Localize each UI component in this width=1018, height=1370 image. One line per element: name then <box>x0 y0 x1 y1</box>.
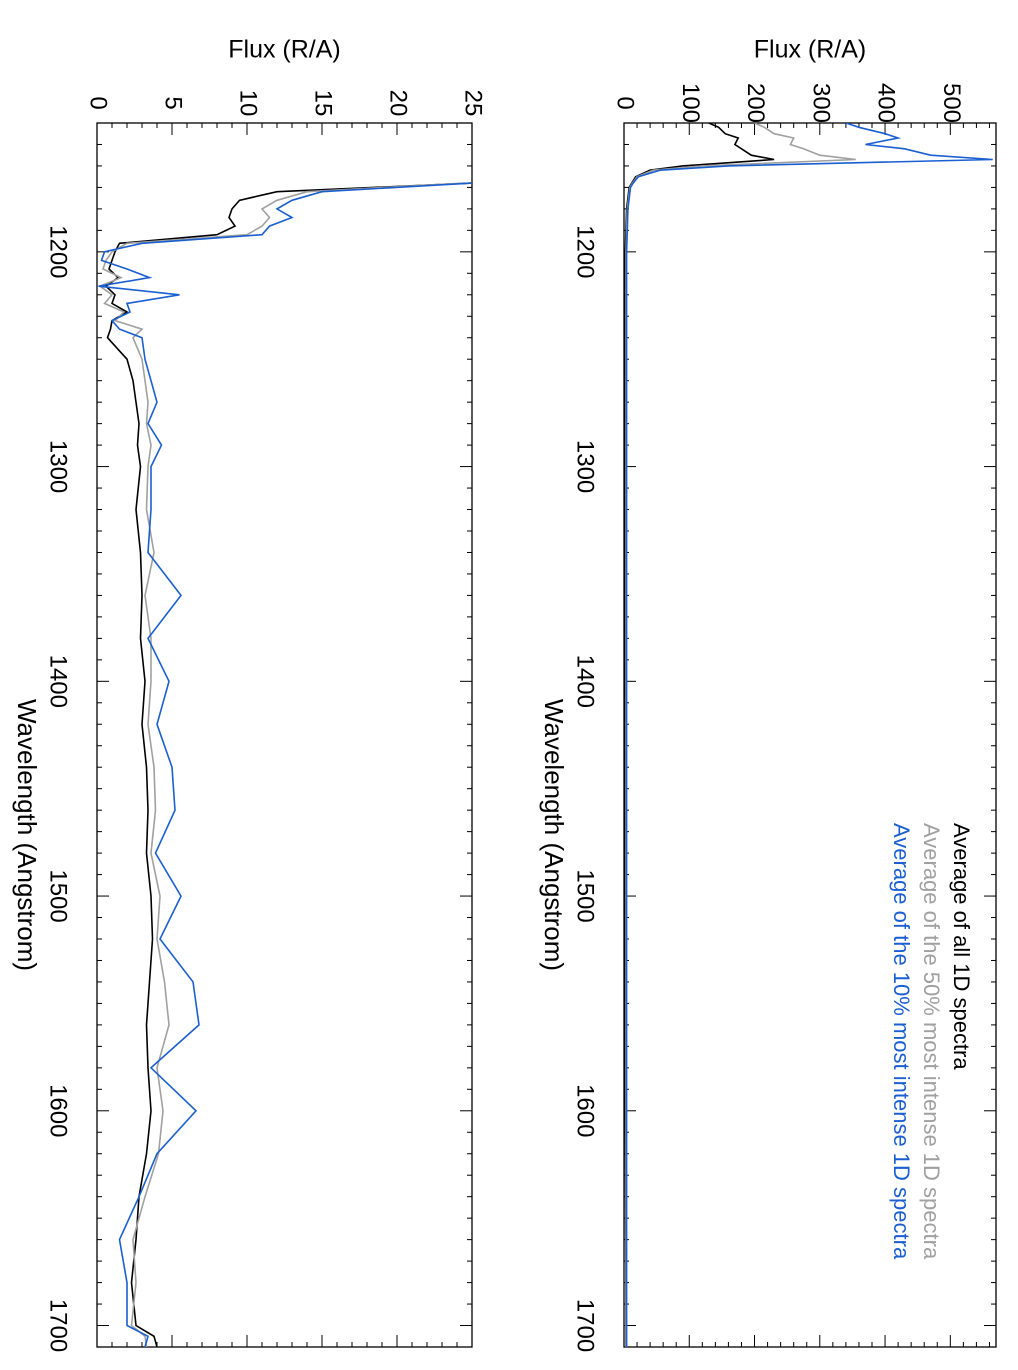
x-tick-label: 1300 <box>45 440 72 493</box>
x-tick-label: 1600 <box>572 1084 599 1137</box>
y-tick-label: 5 <box>160 96 187 109</box>
series-line-all <box>624 123 775 1347</box>
x-tick-label: 1400 <box>572 655 599 708</box>
y-tick-label: 0 <box>612 96 639 109</box>
y-axis-label: Flux (R/A) <box>228 36 341 64</box>
upper-panel: 1200 1300 1400 1500 1600 1700 0 100 200 300 400 500… <box>539 36 997 1352</box>
legend-entry-top10: Average of the 10% most intense 1D spect… <box>889 823 914 1260</box>
y-tick-label: 0 <box>85 96 112 109</box>
upper-plot-frame <box>623 122 997 1348</box>
series-line-top50 <box>98 182 465 1347</box>
x-tick-label: 1500 <box>572 869 599 922</box>
series-line-top10 <box>98 182 472 1347</box>
legend-entry-top50: Average of the 50% most intense 1D spect… <box>919 823 944 1260</box>
lower-panel: 1200 1300 1400 1500 1600 1700 0 5 10 15 20 25 Flux (… <box>12 36 487 1353</box>
y-axis-label: Flux (R/A) <box>754 36 867 64</box>
legend-entry-all: Average of all 1D spectra <box>949 823 974 1070</box>
x-axis-label: Wavelength (Angstrom) <box>539 699 569 971</box>
series-line-top50 <box>625 123 856 1347</box>
series-line-top10 <box>625 123 993 1347</box>
y-tick-label: 200 <box>742 83 769 123</box>
y-tick-label: 15 <box>310 90 337 117</box>
y-tick-label: 10 <box>235 90 262 117</box>
x-tick-label: 1600 <box>45 1084 72 1137</box>
x-tick-label: 1500 <box>45 869 72 922</box>
lower-plot-frame <box>96 122 473 1348</box>
y-tick-label: 500 <box>938 83 965 123</box>
x-tick-label: 1300 <box>572 440 599 493</box>
y-tick-label: 400 <box>873 83 900 123</box>
y-tick-label: 25 <box>460 90 487 117</box>
x-tick-label: 1700 <box>572 1299 599 1352</box>
series-line-all <box>104 182 472 1347</box>
x-axis-label: Wavelength (Angstrom) <box>12 699 42 971</box>
x-tick-label: 1400 <box>45 655 72 708</box>
x-tick-label: 1700 <box>45 1299 72 1352</box>
y-tick-label: 300 <box>807 83 834 123</box>
y-tick-label: 20 <box>385 90 412 117</box>
x-tick-label: 1200 <box>45 225 72 278</box>
x-tick-label: 1200 <box>572 225 599 278</box>
y-tick-label: 100 <box>677 83 704 123</box>
